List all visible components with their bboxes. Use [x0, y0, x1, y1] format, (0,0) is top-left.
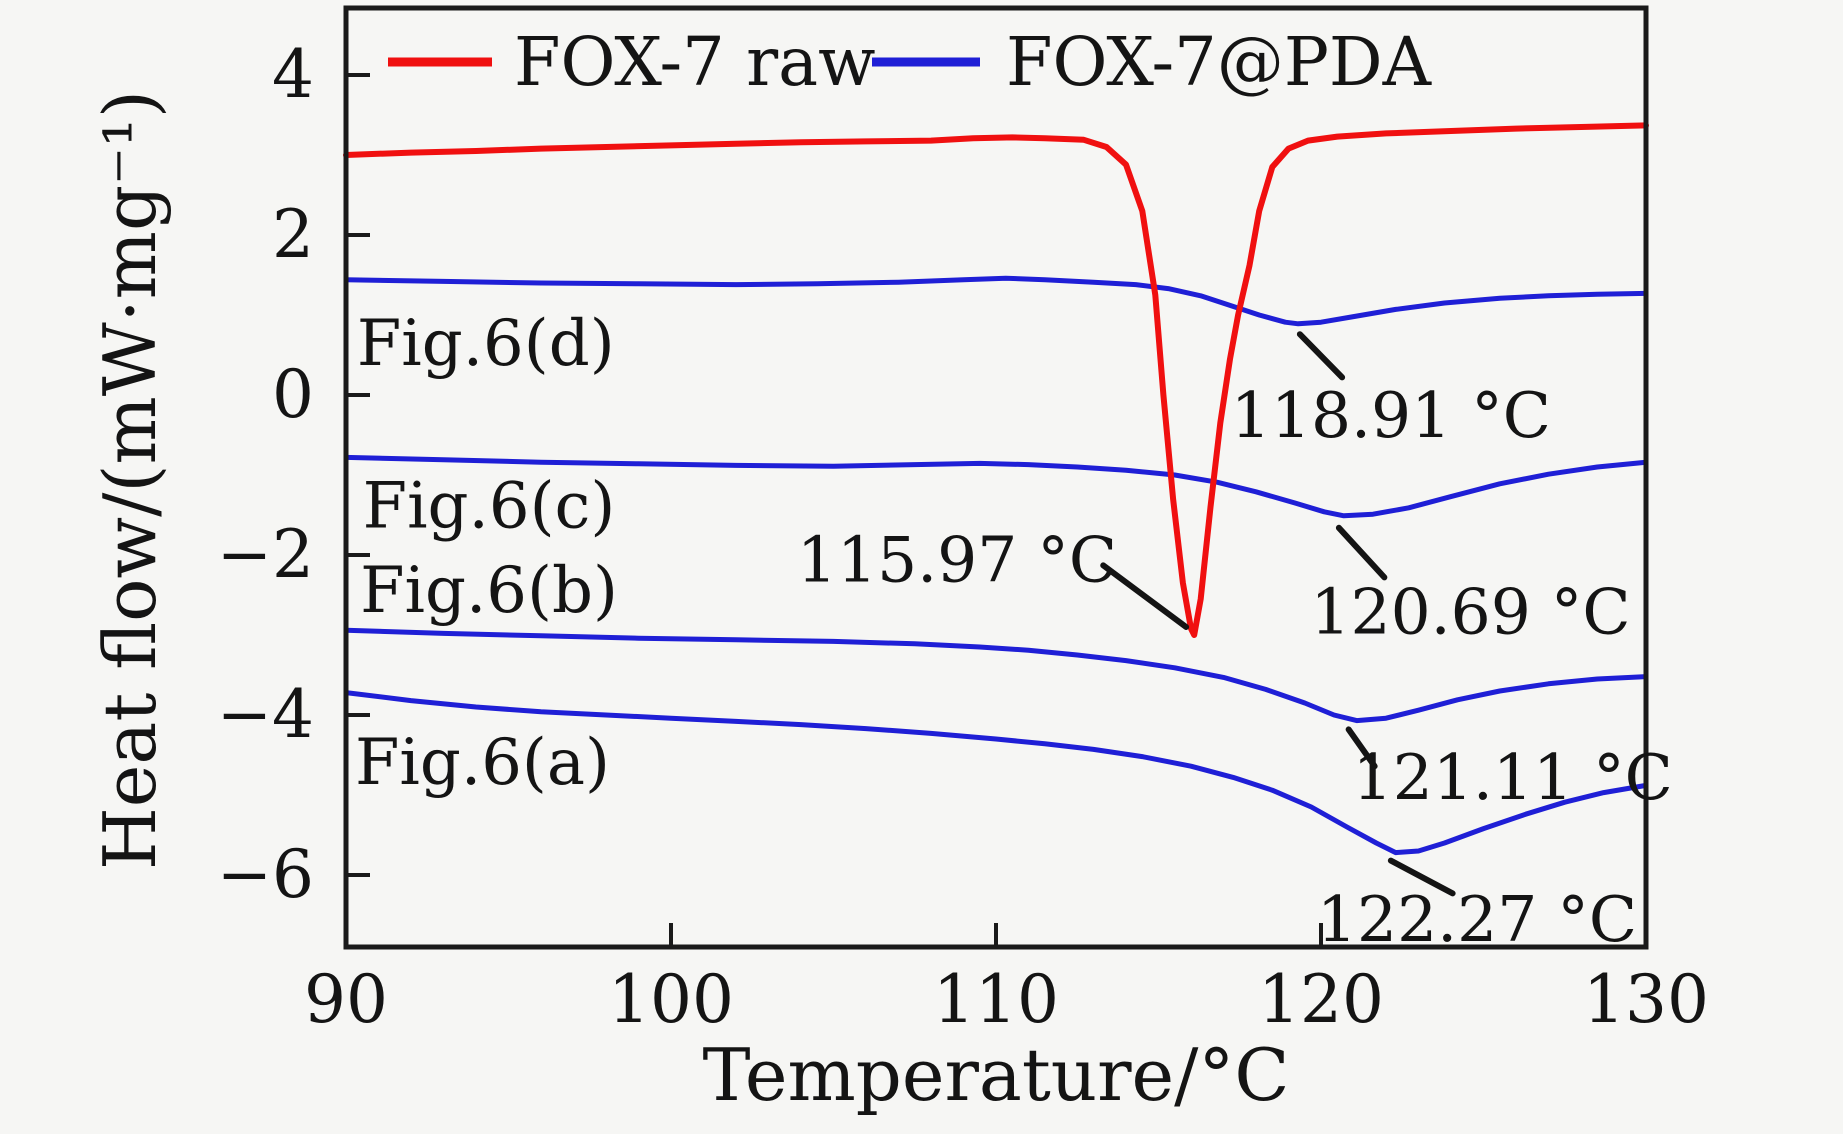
x-tick-label: 100 — [608, 961, 734, 1038]
annotation-leader-2 — [1100, 562, 1190, 630]
curve-fox-7-raw — [343, 122, 1649, 638]
y-tick-label: −4 — [217, 676, 314, 753]
curve-fox-7-pda-c- — [343, 454, 1649, 519]
x-tick-label: 120 — [1258, 961, 1384, 1038]
annotation-leader-3 — [1335, 524, 1388, 581]
annotation-text-2: 115.97 °C — [797, 524, 1117, 597]
curve-fox-7-pda-d- — [343, 275, 1649, 327]
curve-fox-7-pda-b- — [343, 627, 1649, 724]
curve-label-fig-6-d-: Fig.6(d) — [357, 307, 615, 381]
x-axis-title: Temperature/°C — [702, 1033, 1289, 1117]
annotation-leader-5 — [1387, 857, 1456, 897]
curve-label-fig-6-b-: Fig.6(b) — [360, 554, 618, 628]
y-tick-label: 4 — [272, 36, 314, 113]
x-tick-label: 130 — [1583, 961, 1709, 1038]
curve-label-fig-6-a-: Fig.6(a) — [355, 726, 610, 800]
legend-label-1: FOX-7 raw — [514, 23, 875, 101]
x-tick-label: 90 — [304, 961, 388, 1038]
curve-fox-7-pda-a- — [343, 690, 1649, 856]
legend-label-2: FOX-7@PDA — [1006, 23, 1433, 101]
y-tick-label: 0 — [272, 356, 314, 433]
curve-label-fig-6-c-: Fig.6(c) — [363, 469, 616, 543]
annotation-text-1: 118.91 °C — [1231, 379, 1551, 452]
y-tick-label: −6 — [217, 836, 314, 913]
annotation-text-3: 120.69 °C — [1310, 576, 1630, 649]
annotation-text-5: 122.27 °C — [1317, 883, 1637, 956]
y-tick-label: 2 — [272, 196, 314, 273]
plot-border — [343, 5, 1649, 950]
y-axis-title: Heat flow/(mW·mg⁻¹) — [88, 90, 172, 870]
annotation-leader-4 — [1345, 726, 1378, 770]
y-tick-label: −2 — [217, 516, 314, 593]
annotation-text-4: 121.11 °C — [1353, 741, 1673, 814]
annotation-leader-1 — [1296, 331, 1346, 381]
x-tick-label: 110 — [933, 961, 1059, 1038]
